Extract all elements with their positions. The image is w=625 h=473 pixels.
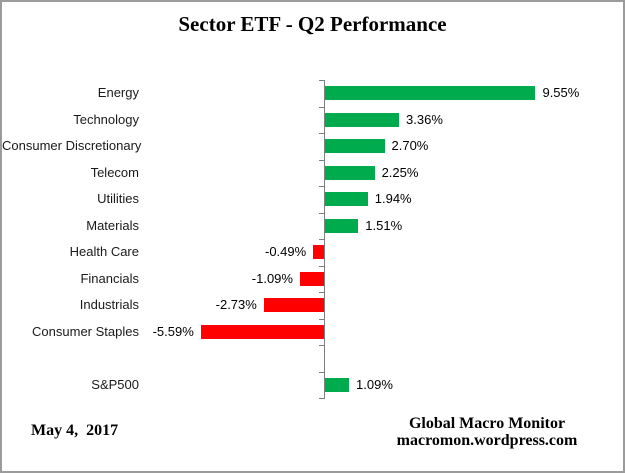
value-label-financials: -1.09% (251, 270, 293, 286)
value-label-telecom: 2.25% (381, 164, 419, 180)
axis-tick (319, 133, 325, 134)
footer-credit: Global Macro Monitor macromon.wordpress.… (362, 415, 612, 449)
bar-consumer-staples (200, 324, 324, 339)
axis-tick (319, 292, 325, 293)
bar-sp500 (325, 377, 350, 392)
credit-name: Global Macro Monitor (408, 415, 566, 432)
category-label-energy: Energy (97, 85, 139, 100)
category-label-industrials: Industrials (79, 297, 139, 312)
bar-technology (325, 112, 400, 127)
axis-tick (319, 239, 325, 240)
category-label-technology: Technology (73, 111, 139, 127)
footer-date: May 4, 2017 (31, 422, 119, 439)
category-label-consumer-discretionary: Consumer Discretionary (2, 138, 142, 153)
category-label-financials: Financials (80, 270, 139, 286)
bar-industrials (263, 298, 324, 313)
category-label-telecom: Telecom (90, 164, 139, 180)
category-label-sp500: S&P500 (91, 376, 139, 392)
axis-tick (319, 186, 325, 187)
axis-tick (319, 398, 325, 399)
value-label-consumer-discretionary: 2.70% (391, 138, 429, 154)
category-label-materials: Materials (86, 217, 139, 233)
axis-tick (319, 160, 325, 161)
value-label-industrials: -2.73% (215, 297, 257, 313)
value-label-consumer-staples: -5.59% (152, 323, 194, 339)
value-label-technology: 3.36% (406, 111, 443, 127)
value-label-materials: 1.51% (365, 217, 403, 233)
bar-health-care (313, 245, 324, 260)
bar-consumer-discretionary (325, 139, 385, 154)
axis-tick (319, 372, 325, 373)
axis-tick (319, 319, 325, 320)
axis-tick (319, 213, 325, 214)
bar-materials (325, 218, 359, 233)
category-label-utilities: Utilities (97, 191, 139, 206)
axis-tick (319, 107, 325, 108)
bar-telecom (325, 165, 375, 180)
category-label-health-care: Health Care (69, 244, 139, 259)
bar-energy (325, 86, 536, 101)
axis-tick (319, 80, 325, 81)
bar-utilities (325, 192, 368, 207)
credit-url: macromon.wordpress.com (396, 432, 578, 449)
category-label-consumer-staples: Consumer Staples (32, 323, 139, 339)
axis-tick (319, 345, 325, 346)
value-label-sp500: 1.09% (356, 376, 393, 392)
chart-title: Sector ETF - Q2 Performance (178, 12, 447, 36)
bar-financials (299, 271, 324, 286)
axis-tick (319, 266, 325, 267)
value-label-utilities: 1.94% (374, 191, 412, 207)
value-label-health-care: -0.49% (265, 244, 307, 260)
value-label-energy: 9.55% (542, 85, 580, 101)
